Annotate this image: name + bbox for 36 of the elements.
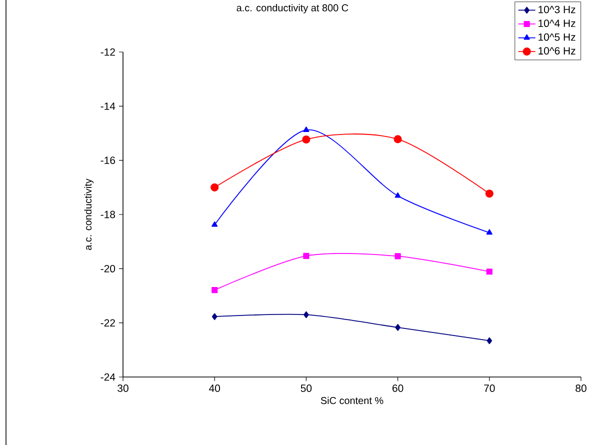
point — [210, 183, 219, 192]
point — [303, 252, 310, 259]
point — [486, 268, 492, 275]
point — [212, 221, 218, 227]
point — [394, 192, 401, 198]
legend-label: 10^6 Hz — [538, 47, 576, 55]
x-axis-title: SiC content % — [320, 396, 384, 404]
x-tick-label: 60 — [392, 384, 404, 392]
y-tick-label: -22 — [100, 319, 115, 326]
point — [394, 253, 401, 260]
legend-label: 10^4 Hz — [538, 20, 576, 27]
point — [212, 313, 218, 320]
x-tick-label: 80 — [576, 384, 586, 392]
x-tick-label: 50 — [300, 384, 312, 392]
point — [304, 311, 309, 318]
point — [395, 324, 400, 331]
y-tick-label: -24 — [100, 373, 116, 381]
y-tick-label: -12 — [100, 48, 115, 56]
y-tick-label: -16 — [100, 156, 116, 164]
point — [302, 135, 310, 144]
chart-title: a.c. conductivity at 800 C — [236, 4, 348, 14]
point — [486, 229, 492, 235]
point — [303, 126, 310, 132]
y-tick-label: -18 — [100, 210, 116, 218]
point — [485, 190, 494, 198]
y-tick-label: -20 — [100, 264, 116, 272]
point — [394, 135, 402, 144]
legend-label: 10^5 Hz — [538, 33, 576, 41]
y-axis-title: a.c. conductivity — [84, 178, 94, 250]
x-tick-label: 70 — [484, 384, 495, 392]
point — [212, 287, 218, 294]
point — [486, 337, 492, 344]
x-tick-label: 30 — [118, 384, 128, 392]
x-tick-label: 40 — [209, 384, 220, 392]
y-tick-label: -14 — [100, 102, 116, 110]
legend-label: 10^3 Hz — [538, 6, 576, 14]
